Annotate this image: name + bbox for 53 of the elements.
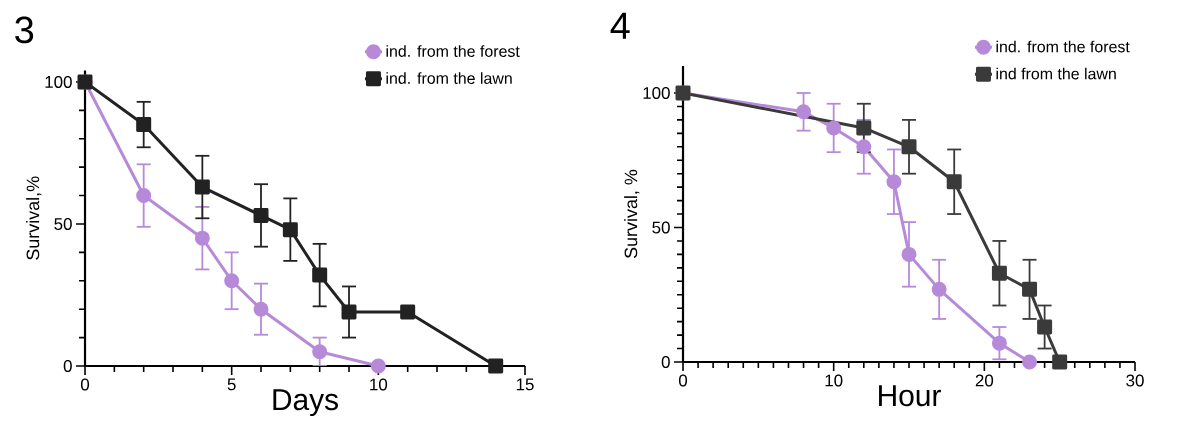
- y-tick-label: 50: [54, 217, 72, 230]
- x-tick-label: 10: [825, 374, 843, 387]
- point: [886, 174, 902, 190]
- legend-label: ind from the lawn: [996, 67, 1116, 80]
- x-tick-label: 20: [975, 374, 994, 387]
- point: [826, 120, 842, 136]
- point: [991, 265, 1007, 281]
- point: [400, 304, 416, 320]
- y-tick-label: 100: [643, 86, 670, 99]
- y-tick-label: 100: [45, 75, 72, 88]
- legend-label: ind. from the lawn: [386, 72, 512, 84]
- point: [901, 139, 917, 155]
- point: [370, 358, 386, 374]
- y-tick-label: 0: [661, 355, 670, 368]
- y-tick-label: 50: [652, 221, 670, 234]
- x-tick-label: 0: [80, 378, 90, 391]
- point: [136, 188, 152, 204]
- x-tick-label: 15: [516, 378, 534, 391]
- y-axis-title: Survival, %: [624, 169, 640, 259]
- point: [224, 273, 240, 289]
- point: [341, 304, 357, 320]
- point: [931, 281, 947, 297]
- x-axis-title: Hour: [879, 385, 941, 407]
- point: [253, 207, 269, 223]
- point: [194, 179, 210, 195]
- point: [1022, 281, 1038, 297]
- x-tick-label: 30: [1126, 374, 1144, 387]
- point: [488, 358, 504, 374]
- point: [856, 139, 872, 155]
- point: [194, 230, 210, 246]
- y-axis-title: Survival,%: [26, 176, 42, 260]
- point: [1022, 354, 1038, 370]
- point: [1052, 354, 1068, 370]
- point: [991, 335, 1007, 351]
- point: [796, 104, 812, 120]
- x-axis-title: Days: [273, 389, 338, 417]
- point: [856, 120, 872, 136]
- point: [312, 344, 328, 360]
- x-tick-label: 5: [227, 378, 236, 391]
- point: [282, 222, 298, 238]
- legend-label: ind. from the forest: [996, 40, 1130, 53]
- chart-title: 4: [610, 12, 630, 39]
- legend-label: ind. from the forest: [386, 45, 520, 57]
- point: [136, 117, 152, 133]
- point: [901, 246, 917, 262]
- chart-title: 3: [15, 16, 34, 44]
- x-tick-label: 0: [678, 374, 688, 387]
- x-tick-label: 10: [370, 378, 388, 391]
- point: [946, 174, 962, 190]
- point: [253, 301, 269, 317]
- point: [1037, 319, 1053, 335]
- point: [312, 267, 328, 283]
- y-tick-label: 0: [63, 359, 72, 372]
